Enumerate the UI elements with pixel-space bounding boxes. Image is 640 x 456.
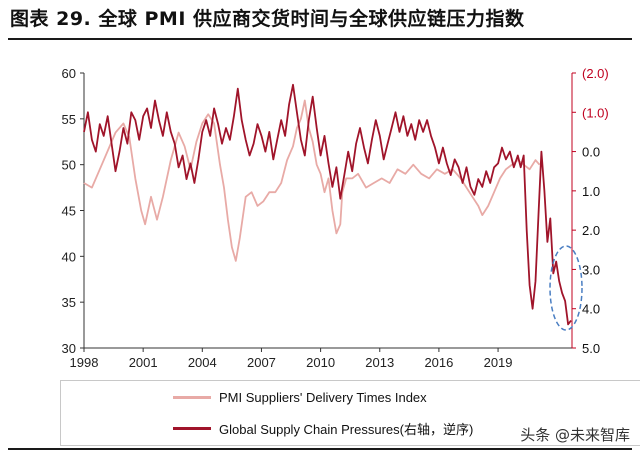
x-tick-label: 1998 (70, 355, 99, 370)
y-right-tick-label: (2.0) (582, 66, 609, 81)
y-right-tick-label: 1.0 (582, 184, 600, 199)
y-right-tick-label: 4.0 (582, 302, 600, 317)
chart-series (83, 83, 572, 326)
y-left-tick-label: 45 (62, 204, 76, 219)
y-left-tick-label: 50 (62, 158, 76, 173)
page-title: 图表 29. 全球 PMI 供应商交货时间与全球供应链压力指数 (10, 8, 525, 30)
legend: PMI Suppliers' Delivery Times Index Glob… (60, 380, 640, 446)
x-tick-label: 2001 (129, 355, 158, 370)
highlight-ellipse (549, 245, 583, 331)
y-right-tick-label: 3.0 (582, 262, 600, 277)
y-left-tick-label: 55 (62, 112, 76, 127)
chart-axes: 60 55 50 45 40 35 30 (2.0) (1.0) 0.0 1.0 2.0 3.0 4.0 5… (62, 66, 609, 370)
y-left-tick-label: 40 (62, 249, 76, 264)
x-tick-label: 2016 (424, 355, 453, 370)
y-left-tick-label: 35 (62, 295, 76, 310)
series-line-gscpi (83, 83, 572, 326)
y-right-tick-label: (1.0) (582, 105, 609, 120)
x-tick-label: 2010 (306, 355, 335, 370)
y-right-tick-label: 2.0 (582, 223, 600, 238)
x-tick-label: 2004 (188, 355, 217, 370)
x-tick-label: 2013 (365, 355, 394, 370)
legend-label-pmi: PMI Suppliers' Delivery Times Index (219, 390, 427, 405)
title-rule (8, 38, 632, 40)
legend-label-gscpi: Global Supply Chain Pressures(右轴，逆序) (219, 422, 474, 437)
y-right-tick-label: 0.0 (582, 145, 600, 160)
legend-swatch-gscpi (173, 427, 211, 430)
legend-item-pmi: PMI Suppliers' Delivery Times Index (173, 390, 427, 405)
y-right-tick-label: 5.0 (582, 341, 600, 356)
y-left-tick-label: 60 (62, 66, 76, 81)
x-tick-label: 2007 (247, 355, 276, 370)
legend-item-gscpi: Global Supply Chain Pressures(右轴，逆序) (173, 419, 473, 438)
legend-swatch-pmi (173, 396, 211, 399)
x-tick-label: 2019 (484, 355, 513, 370)
y-left-tick-label: 30 (62, 341, 76, 356)
watermark: 头条 @未来智库 (520, 426, 630, 444)
bottom-rule (8, 448, 632, 450)
line-chart: 60 55 50 45 40 35 30 (2.0) (1.0) 0.0 1.0 2.0 3.0 4.0 5… (62, 66, 609, 370)
